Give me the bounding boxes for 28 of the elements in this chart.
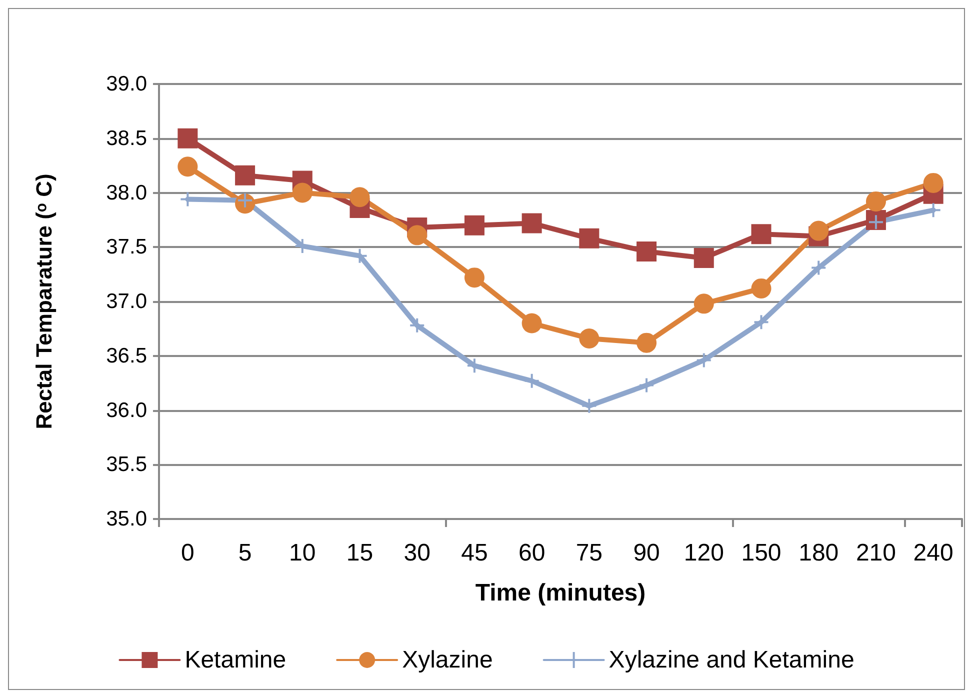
x-tick-label: 45 xyxy=(461,540,488,566)
y-tick-label: 36.0 xyxy=(106,398,147,422)
x-tick-label: 120 xyxy=(684,540,724,566)
y-tick-label: 38.0 xyxy=(106,181,147,204)
x-tick-label: 240 xyxy=(913,540,954,566)
x-tick-label: 60 xyxy=(518,540,546,566)
x-tick-label: 90 xyxy=(633,540,660,566)
x-tick-label: 150 xyxy=(741,540,782,566)
x-tick-label: 0 xyxy=(181,540,194,566)
x-tick-label: 210 xyxy=(856,540,896,566)
y-tick-label: 35.0 xyxy=(106,508,147,530)
y-tick-label: 37.0 xyxy=(106,290,147,313)
y-axis-title: Rectal Temparature (ᵒ C) xyxy=(32,174,56,430)
x-tick-label: 30 xyxy=(404,540,430,566)
y-tick-label: 37.5 xyxy=(106,236,147,259)
x-tick-label: 15 xyxy=(346,540,374,566)
y-tick-label: 39.0 xyxy=(106,72,147,96)
x-tick-label: 10 xyxy=(289,540,316,566)
x-tick-label: 5 xyxy=(238,540,252,566)
legend-label: Xylazine xyxy=(402,646,493,674)
y-tick-label: 35.5 xyxy=(106,453,147,476)
x-axis-title: Time (minutes) xyxy=(475,580,646,606)
legend-label: Ketamine xyxy=(184,646,286,674)
y-tick-label: 38.5 xyxy=(106,126,147,150)
x-tick-label: 180 xyxy=(798,540,839,566)
y-tick-label: 36.5 xyxy=(106,344,147,368)
legend-label: Xylazine and Ketamine xyxy=(608,646,854,674)
x-tick-label: 75 xyxy=(576,540,603,566)
